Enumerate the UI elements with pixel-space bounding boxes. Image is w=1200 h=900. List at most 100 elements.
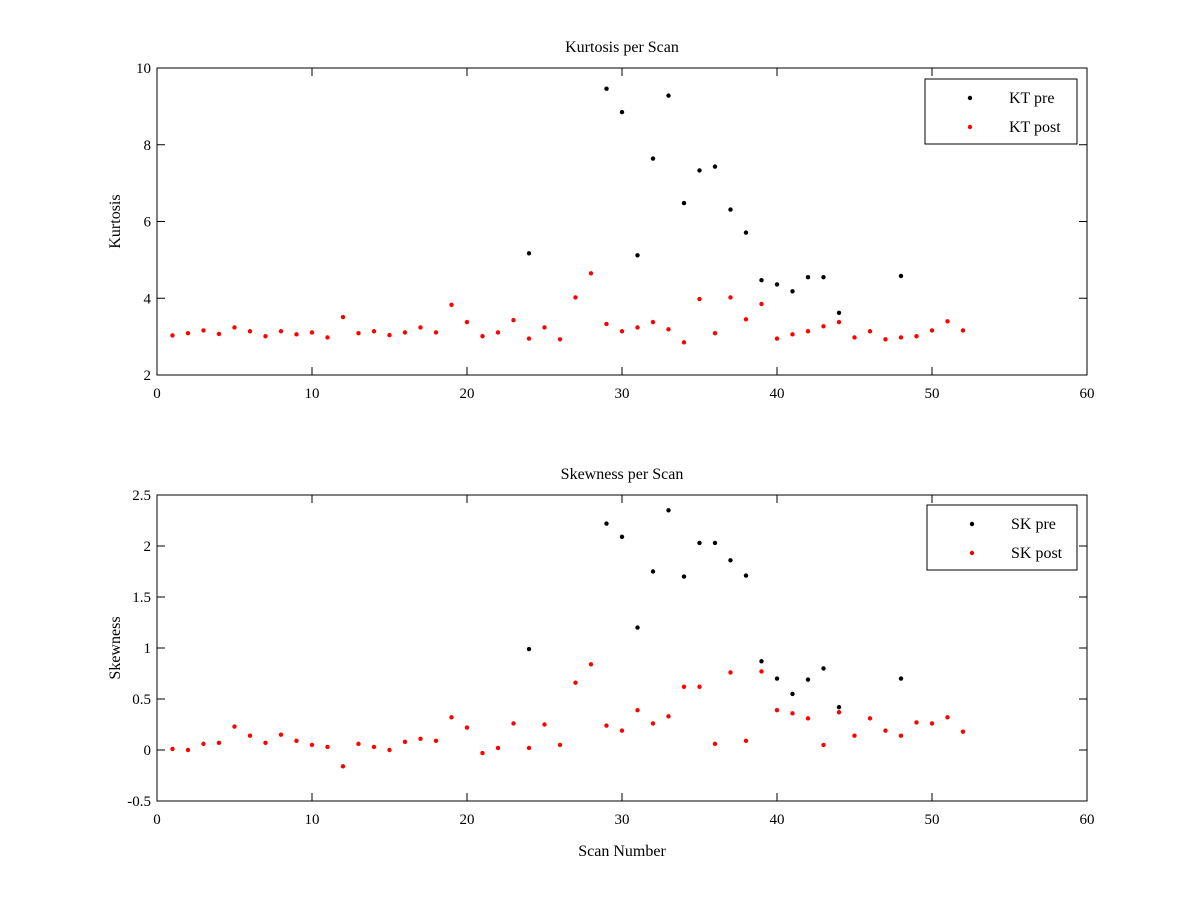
data-point bbox=[557, 742, 563, 748]
data-point bbox=[464, 319, 470, 325]
data-point bbox=[433, 738, 439, 744]
legend-entry-label: SK pre bbox=[1011, 516, 1056, 533]
data-point bbox=[526, 251, 532, 256]
data-point bbox=[805, 329, 811, 334]
data-point bbox=[759, 659, 764, 664]
series-2 bbox=[170, 271, 966, 345]
data-point bbox=[666, 508, 671, 513]
data-point bbox=[356, 330, 361, 336]
data-point bbox=[573, 295, 578, 300]
data-point bbox=[635, 325, 640, 330]
data-point bbox=[867, 329, 873, 334]
data-point bbox=[340, 764, 346, 769]
data-point bbox=[883, 337, 888, 342]
data-point bbox=[526, 745, 532, 751]
data-point bbox=[712, 330, 718, 336]
data-point bbox=[759, 278, 764, 283]
data-point bbox=[945, 319, 950, 324]
x-tick-label: 10 bbox=[305, 812, 320, 828]
data-point bbox=[619, 728, 625, 733]
data-point bbox=[511, 721, 516, 726]
data-point bbox=[898, 733, 904, 738]
data-point bbox=[712, 741, 718, 747]
legend-entry-label: SK post bbox=[1011, 545, 1063, 562]
legend-entry-label: KT post bbox=[1009, 119, 1061, 136]
data-point bbox=[774, 336, 780, 341]
data-point bbox=[883, 728, 888, 733]
legend-box bbox=[926, 504, 1078, 571]
data-point bbox=[449, 302, 454, 307]
data-point bbox=[294, 738, 299, 744]
data-point bbox=[743, 317, 749, 322]
data-point bbox=[278, 329, 284, 334]
data-point bbox=[712, 164, 718, 169]
data-point bbox=[743, 738, 749, 744]
data-point bbox=[588, 271, 594, 276]
legend-marker bbox=[967, 95, 973, 101]
data-point bbox=[821, 274, 826, 280]
data-point bbox=[697, 168, 702, 173]
data-point bbox=[325, 744, 330, 750]
data-point bbox=[402, 330, 408, 335]
data-point bbox=[774, 676, 780, 681]
y-tick-label: 2 bbox=[144, 368, 152, 384]
data-point bbox=[759, 669, 764, 674]
data-point bbox=[557, 337, 563, 342]
data-point bbox=[464, 725, 470, 730]
x-tick-label: 60 bbox=[1080, 386, 1095, 402]
legend: SK pre SK post bbox=[926, 504, 1078, 571]
data-point bbox=[511, 317, 516, 323]
legend-entry-label: KT pre bbox=[1009, 90, 1054, 107]
data-point bbox=[790, 711, 795, 716]
data-point bbox=[774, 282, 780, 287]
data-point bbox=[263, 740, 268, 746]
data-point bbox=[247, 733, 253, 738]
x-tick-label: 40 bbox=[770, 386, 785, 402]
data-point bbox=[340, 314, 346, 320]
data-point bbox=[495, 330, 501, 335]
data-point bbox=[697, 540, 702, 546]
y-tick-label: 6 bbox=[144, 215, 152, 231]
data-point bbox=[681, 340, 687, 345]
subplot-1: 0 10 20 30 40 50 60 2 4 6 8 10 Kurtosis per Scan Kurt… bbox=[107, 39, 1095, 402]
data-point bbox=[929, 721, 935, 726]
data-point bbox=[852, 733, 857, 738]
data-point bbox=[914, 334, 919, 339]
data-point bbox=[650, 569, 656, 574]
data-point bbox=[402, 739, 408, 745]
data-point bbox=[790, 289, 795, 294]
data-point bbox=[898, 676, 904, 681]
chart-title: Skewness per Scan bbox=[561, 466, 684, 483]
x-tick-label: 10 bbox=[305, 386, 320, 402]
data-point bbox=[821, 742, 826, 748]
data-point bbox=[185, 747, 191, 753]
x-tick-label: 20 bbox=[460, 386, 475, 402]
data-point bbox=[697, 684, 702, 689]
data-point bbox=[836, 319, 842, 325]
data-point bbox=[480, 334, 485, 339]
data-point bbox=[650, 319, 656, 325]
data-point bbox=[852, 335, 857, 340]
data-point bbox=[604, 86, 609, 91]
legend-marker bbox=[969, 521, 975, 527]
y-tick-label: 8 bbox=[144, 138, 152, 154]
y-axis-label: Skewness bbox=[107, 616, 124, 679]
y-tick-label: 10 bbox=[136, 61, 151, 77]
data-point bbox=[480, 750, 485, 756]
data-point bbox=[836, 710, 842, 715]
data-point bbox=[697, 296, 702, 302]
data-point bbox=[325, 335, 330, 340]
data-point bbox=[309, 742, 315, 748]
data-point bbox=[635, 708, 640, 713]
data-point bbox=[604, 321, 609, 327]
data-point bbox=[619, 329, 625, 334]
data-point bbox=[263, 334, 268, 339]
x-tick-label: 0 bbox=[153, 386, 161, 402]
data-point bbox=[759, 301, 764, 307]
data-point bbox=[945, 715, 950, 720]
data-point bbox=[728, 207, 733, 212]
data-point bbox=[805, 274, 811, 280]
data-point bbox=[526, 336, 532, 341]
data-point bbox=[418, 736, 423, 741]
